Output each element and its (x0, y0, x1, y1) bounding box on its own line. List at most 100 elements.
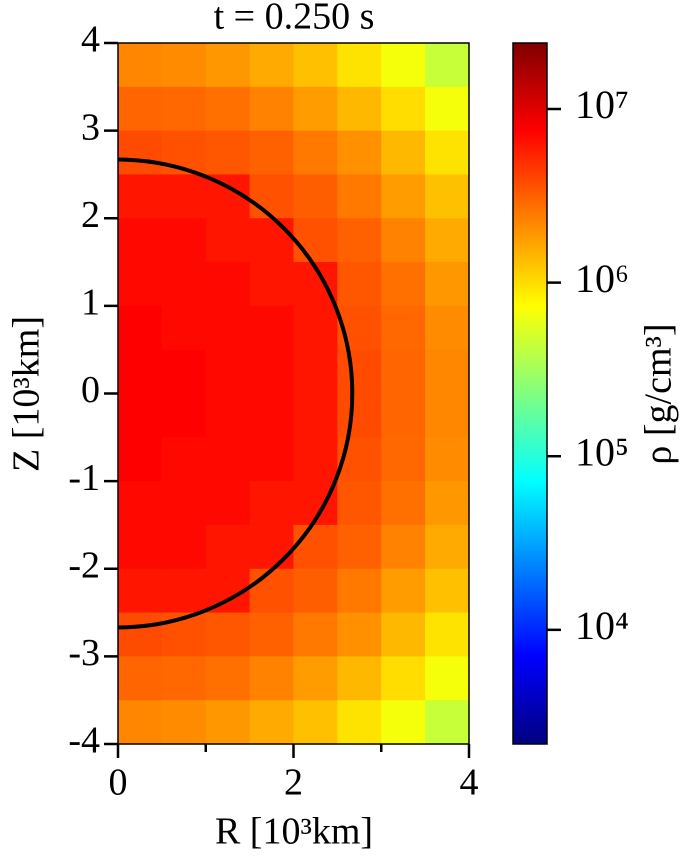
heatmap-cell (293, 612, 338, 657)
heatmap-cell (205, 86, 251, 132)
heatmap-cell (118, 43, 163, 88)
heatmap-cell (118, 393, 163, 438)
heatmap-cell (381, 393, 426, 438)
heatmap-cell (381, 612, 426, 657)
heatmap-cell (249, 349, 294, 394)
heatmap-cell (205, 218, 251, 263)
heatmap-cell (293, 568, 338, 614)
heatmap-cell (249, 305, 294, 351)
colorbar-tick-label: 10⁶ (575, 256, 629, 301)
heatmap-cell (161, 656, 207, 701)
heatmap-cell (205, 524, 251, 570)
heatmap-cell (205, 437, 251, 482)
heatmap-cell (205, 262, 251, 307)
heatmap-cell (249, 174, 294, 219)
heatmap-cell (118, 86, 163, 132)
heatmap-cell (205, 481, 251, 526)
heatmap-cell (381, 437, 426, 482)
heatmap-cell (161, 305, 207, 351)
y-tick-label: -4 (68, 720, 100, 762)
heatmap-cell (249, 437, 294, 482)
heatmap-cell (381, 700, 426, 745)
colorbar (512, 42, 548, 745)
heatmap-cell (118, 700, 163, 745)
heatmap-cell (293, 43, 338, 88)
heatmap-cell (161, 568, 207, 614)
y-tick-label: 2 (81, 194, 100, 236)
heatmap-cell (118, 524, 163, 570)
heatmap-cell (293, 218, 338, 263)
heatmap-cell (161, 524, 207, 570)
heatmap-cell (425, 262, 470, 307)
heatmap-cell (293, 349, 338, 394)
heatmap-cell (293, 393, 338, 438)
heatmap-cell (249, 700, 294, 745)
heatmap-cell (381, 524, 426, 570)
heatmap-cell (293, 305, 338, 351)
heatmap-cell (337, 656, 382, 701)
heatmap-cell (161, 349, 207, 394)
heatmap-cell (161, 218, 207, 263)
heatmap-cell (161, 86, 207, 132)
heatmap-cell (249, 130, 294, 175)
heatmap-cell (293, 86, 338, 132)
heatmap-cell (337, 568, 382, 614)
colorbar-tick-label: 10⁵ (575, 429, 629, 474)
heatmap-cell (205, 612, 251, 657)
heatmap-cell (381, 218, 426, 263)
heatmap-cell (205, 305, 251, 351)
heatmap-cell (249, 43, 294, 88)
heatmap-cell (337, 130, 382, 175)
heatmap-cell (205, 349, 251, 394)
heatmap-cell (381, 481, 426, 526)
heatmap-cell (381, 86, 426, 132)
heatmap-cell (293, 437, 338, 482)
heatmap-cell (293, 700, 338, 745)
heatmap-cell (381, 262, 426, 307)
y-tick-label: -3 (68, 632, 100, 674)
heatmap-cell (425, 174, 470, 219)
heatmap-cell (425, 568, 470, 614)
heatmap-cell (205, 393, 251, 438)
y-tick-label: 3 (81, 106, 100, 148)
heatmap-cell (425, 481, 470, 526)
heatmap-cell (249, 524, 294, 570)
y-tick-label: -2 (68, 544, 100, 586)
heatmap-cell (293, 130, 338, 175)
heatmap-cell (249, 86, 294, 132)
heatmap-cell (249, 612, 294, 657)
heatmap-cell (161, 481, 207, 526)
y-tick-label: 4 (81, 19, 100, 61)
heatmap-cell (249, 393, 294, 438)
heatmap-cell (337, 262, 382, 307)
shock-contour (117, 157, 355, 630)
heatmap-cell (425, 86, 470, 132)
heatmap-cell (205, 130, 251, 175)
heatmap-cell (425, 218, 470, 263)
heatmap-cell (118, 174, 163, 219)
heatmap-cell (118, 656, 163, 701)
heatmap-cell (425, 524, 470, 570)
heatmap-cell (118, 130, 163, 175)
heatmap-cell (118, 568, 163, 614)
heatmap-cell (118, 305, 163, 351)
colorbar-label: ρ [g/cm³] (638, 323, 680, 464)
heatmap-cell (118, 612, 163, 657)
heatmap-cell (118, 349, 163, 394)
x-tick-label: 0 (109, 762, 128, 804)
heatmap-cell (293, 656, 338, 701)
x-tick-label: 4 (460, 762, 479, 804)
heatmap-cell (249, 656, 294, 701)
heatmap-cell (118, 437, 163, 482)
heatmap-cell (425, 700, 470, 745)
y-axis-label: Z [10³km] (6, 316, 48, 472)
heatmap-cell (337, 349, 382, 394)
heatmap-cell (249, 262, 294, 307)
heatmap-cell (425, 43, 470, 88)
y-tick-label: -1 (68, 457, 100, 499)
heatmap-cell (381, 656, 426, 701)
y-tick-label: 1 (81, 282, 100, 324)
x-tick-label: 2 (284, 762, 303, 804)
heatmap-cell (161, 700, 207, 745)
